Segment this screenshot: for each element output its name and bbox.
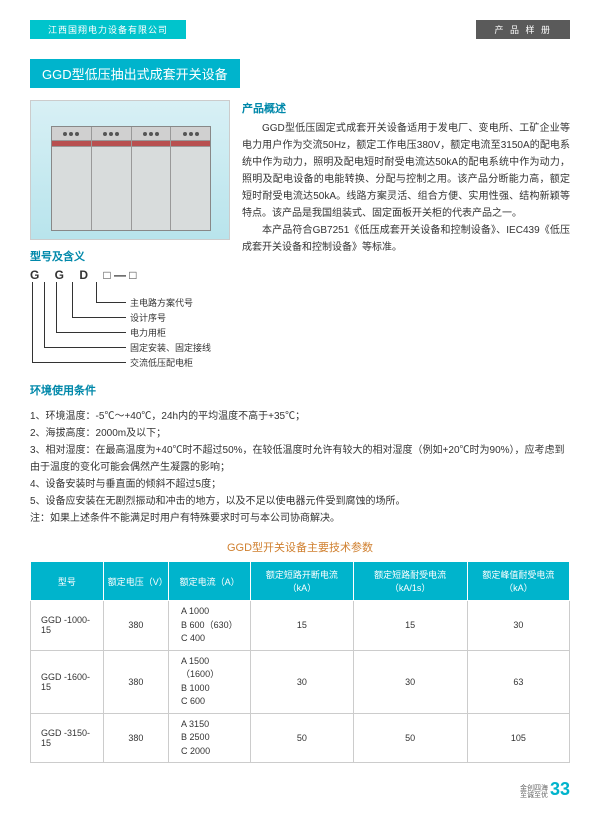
env-item: 2、海拔高度：2000m及以下；	[30, 425, 570, 442]
company-name: 江西国翔电力设备有限公司	[30, 20, 186, 39]
th-peak: 额定峰值耐受电流（kA）	[467, 562, 569, 601]
model-heading: 型号及含义	[30, 248, 230, 264]
main-row: 型号及含义 G G D □ — □ 主电路方案代号 设计序号 电力用柜 固定安装…	[30, 100, 570, 372]
environment-section: 环境使用条件 1、环境温度：-5℃～+40℃，24h内的平均温度不高于+35℃；…	[30, 382, 570, 527]
env-list: 1、环境温度：-5℃～+40℃，24h内的平均温度不高于+35℃； 2、海拔高度…	[30, 408, 570, 527]
th-break: 额定短路开断电流（kA）	[251, 562, 353, 601]
th-volt: 额定电压（V）	[103, 562, 168, 601]
model-label-4: 交流低压配电柜	[130, 356, 193, 369]
page-number: 金创四海至诚至优33	[520, 779, 570, 800]
table-row: GGD -3150-15380A 3150B 2500C 20005050105	[31, 713, 570, 763]
overview-p1: GGD型低压固定式成套开关设备适用于发电厂、变电所、工矿企业等电力用户作为交流5…	[242, 120, 570, 222]
model-label-1: 设计序号	[130, 311, 166, 324]
product-image	[30, 100, 230, 240]
table-title: GGD型开关设备主要技术参数	[30, 539, 570, 555]
overview-p2: 本产品符合GB7251《低压成套开关设备和控制设备》、IEC439《低压成套开关…	[242, 222, 570, 256]
model-label-2: 电力用柜	[130, 326, 166, 339]
env-item: 5、设备应安装在无剧烈振动和冲击的地方，以及不足以使电器元件受到腐蚀的场所。	[30, 493, 570, 510]
env-item: 3、相对湿度：在最高温度为+40℃时不超过50%，在较低温度时允许有较大的相对湿…	[30, 442, 570, 476]
th-model: 型号	[31, 562, 104, 601]
left-column: 型号及含义 G G D □ — □ 主电路方案代号 设计序号 电力用柜 固定安装…	[30, 100, 230, 372]
model-diagram: 主电路方案代号 设计序号 电力用柜 固定安装、固定接线 交流低压配电柜	[30, 282, 230, 372]
env-item: 4、设备安装时与垂直面的倾斜不超过5度；	[30, 476, 570, 493]
right-column: 产品概述 GGD型低压固定式成套开关设备适用于发电厂、变电所、工矿企业等电力用户…	[242, 100, 570, 372]
page-title: GGD型低压抽出式成套开关设备	[30, 59, 240, 88]
spec-table: 型号 额定电压（V） 额定电流（A） 额定短路开断电流（kA） 额定短路耐受电流…	[30, 561, 570, 763]
model-label-0: 主电路方案代号	[130, 296, 193, 309]
env-heading: 环境使用条件	[30, 382, 570, 398]
model-letters: G G D □ — □	[30, 268, 230, 282]
table-row: GGD -1600-15380A 1500（1600）B 1000C 60030…	[31, 650, 570, 713]
model-label-3: 固定安装、固定接线	[130, 341, 211, 354]
table-row: GGD -1000-15380A 1000B 600（630）C 4001515…	[31, 601, 570, 651]
th-withstand: 额定短路耐受电流（kA/1s）	[353, 562, 467, 601]
overview-heading: 产品概述	[242, 100, 570, 116]
header-bar: 江西国翔电力设备有限公司 产 品 样 册	[30, 20, 570, 39]
catalog-label: 产 品 样 册	[476, 20, 570, 39]
th-current: 额定电流（A）	[169, 562, 251, 601]
cabinet-illustration	[51, 126, 211, 231]
model-meaning: 型号及含义 G G D □ — □ 主电路方案代号 设计序号 电力用柜 固定安装…	[30, 248, 230, 372]
env-item: 注：如果上述条件不能满足时用户有特殊要求时可与本公司协商解决。	[30, 510, 570, 527]
env-item: 1、环境温度：-5℃～+40℃，24h内的平均温度不高于+35℃；	[30, 408, 570, 425]
page-num-value: 33	[550, 779, 570, 799]
